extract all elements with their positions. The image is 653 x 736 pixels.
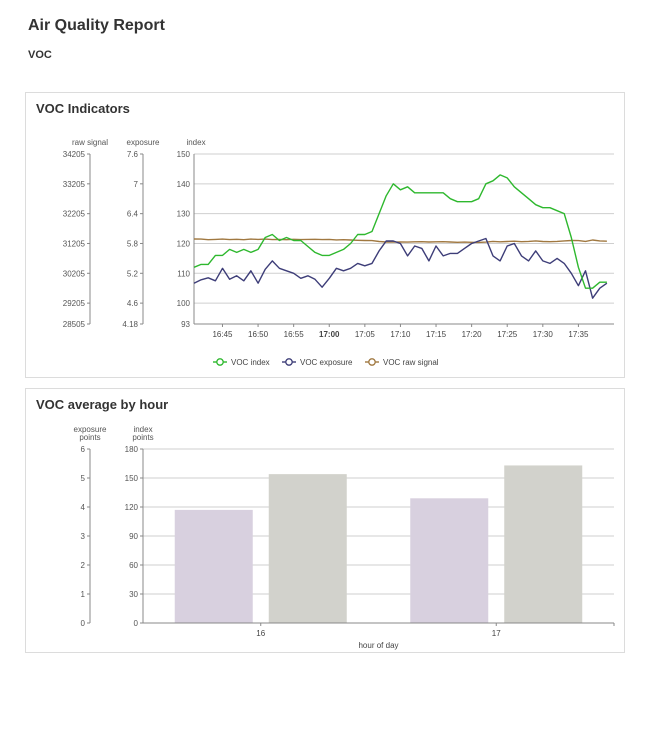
index-tick-label: 140 bbox=[177, 180, 191, 189]
raw-signal-tick-label: 32205 bbox=[63, 210, 86, 219]
raw-signal-tick-label: 34205 bbox=[63, 150, 86, 159]
bar-exposure-17 bbox=[410, 498, 489, 623]
raw-signal-tick-label: 28505 bbox=[63, 320, 86, 329]
exposure-tick-label: 6 bbox=[81, 445, 86, 454]
voc-average-card: VOC average by hour exposure points index p… bbox=[25, 388, 625, 653]
bar-exposure-16 bbox=[174, 509, 253, 623]
exposure-tick-label: 7.6 bbox=[127, 150, 139, 159]
index-tick-label: 90 bbox=[129, 532, 138, 541]
index-axis-title: index bbox=[133, 425, 152, 434]
voc-average-chart: exposurepointsindexpoints180150120906030… bbox=[74, 425, 615, 650]
x-tick-label: 17:00 bbox=[319, 330, 340, 339]
series-line-voc-exposure bbox=[193, 237, 608, 299]
x-tick-label: 16 bbox=[256, 629, 265, 638]
raw-signal-tick-label: 33205 bbox=[63, 180, 86, 189]
x-tick-label: 16:55 bbox=[284, 330, 305, 339]
series-line-voc-raw-signal bbox=[193, 238, 607, 244]
index-tick-label: 100 bbox=[177, 299, 191, 308]
index-tick-label: 150 bbox=[125, 474, 139, 483]
index-tick-label: 120 bbox=[177, 239, 191, 248]
index-axis-title-line2: points bbox=[132, 433, 153, 442]
x-tick-label: 17:05 bbox=[355, 330, 376, 339]
exposure-tick-label: 4.6 bbox=[127, 299, 139, 308]
x-tick-label: 17:20 bbox=[462, 330, 483, 339]
index-tick-label: 60 bbox=[129, 561, 138, 570]
x-axis-title: hour of day bbox=[358, 641, 398, 650]
raw-signal-tick-label: 29205 bbox=[63, 299, 86, 308]
raw-signal-axis-title: raw signal bbox=[72, 138, 108, 147]
raw-signal-tick-label: 30205 bbox=[63, 269, 86, 278]
index-tick-label: 0 bbox=[134, 619, 139, 628]
x-tick-label: 17:25 bbox=[497, 330, 518, 339]
exposure-axis-title-line2: points bbox=[79, 433, 100, 442]
legend-marker-dot bbox=[285, 358, 293, 366]
voc-indicators-card: VOC Indicators raw signal exposure index 15… bbox=[25, 92, 625, 378]
index-tick-label: 130 bbox=[177, 210, 191, 219]
exposure-axis-title: exposure bbox=[127, 138, 160, 147]
index-axis-title: index bbox=[186, 138, 205, 147]
voc-average-title: VOC average by hour bbox=[36, 397, 169, 412]
legend-label: VOC exposure bbox=[300, 358, 353, 367]
series-line-voc-index bbox=[193, 174, 607, 289]
index-tick-label: 120 bbox=[125, 503, 139, 512]
exposure-tick-label: 5.8 bbox=[127, 239, 139, 248]
x-tick-label: 17:30 bbox=[533, 330, 554, 339]
index-tick-label: 30 bbox=[129, 590, 138, 599]
index-tick-label: 93 bbox=[181, 320, 190, 329]
exposure-tick-label: 4 bbox=[81, 503, 86, 512]
index-tick-label: 180 bbox=[125, 445, 139, 454]
x-tick-label: 17:15 bbox=[426, 330, 447, 339]
raw-signal-tick-label: 31205 bbox=[63, 239, 86, 248]
exposure-tick-label: 1 bbox=[81, 590, 86, 599]
x-tick-label: 17:10 bbox=[390, 330, 411, 339]
index-tick-label: 110 bbox=[177, 269, 190, 278]
x-tick-label: 16:45 bbox=[212, 330, 233, 339]
x-tick-label: 17 bbox=[492, 629, 501, 638]
exposure-axis-title: exposure bbox=[74, 425, 107, 434]
legend-label: VOC raw signal bbox=[383, 358, 439, 367]
exposure-tick-label: 4.18 bbox=[122, 320, 138, 329]
voc-indicators-chart: raw signal exposure index 150 140 130 120 110 10… bbox=[63, 138, 614, 367]
page-title: Air Quality Report bbox=[28, 17, 165, 34]
legend-marker-dot bbox=[216, 358, 224, 366]
exposure-tick-label: 2 bbox=[81, 561, 86, 570]
exposure-tick-label: 0 bbox=[81, 619, 86, 628]
voc-indicators-title: VOC Indicators bbox=[36, 101, 130, 116]
bar-index-16 bbox=[268, 474, 347, 623]
exposure-tick-label: 3 bbox=[81, 532, 86, 541]
page-subtitle: VOC bbox=[28, 49, 52, 61]
exposure-tick-label: 5 bbox=[81, 474, 86, 483]
exposure-tick-label: 7 bbox=[134, 180, 139, 189]
exposure-tick-label: 6.4 bbox=[127, 210, 139, 219]
exposure-tick-label: 5.2 bbox=[127, 269, 139, 278]
x-tick-label: 17:35 bbox=[568, 330, 589, 339]
x-tick-label: 16:50 bbox=[248, 330, 269, 339]
legend-label: VOC index bbox=[231, 358, 270, 367]
index-tick-label: 150 bbox=[177, 150, 191, 159]
legend-marker-dot bbox=[368, 358, 376, 366]
bar-index-17 bbox=[504, 465, 583, 623]
